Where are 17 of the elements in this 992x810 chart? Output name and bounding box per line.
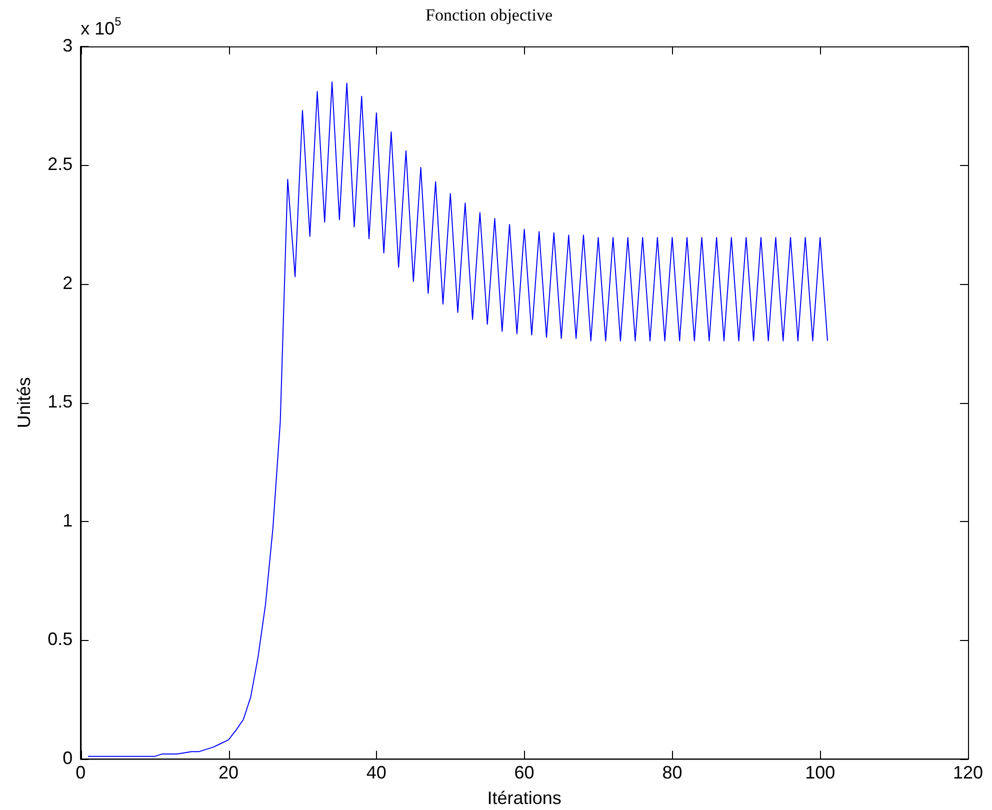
y-axis-title: Unités — [14, 377, 34, 428]
x-tick-label: 120 — [952, 762, 984, 783]
x-tick-label: 0 — [76, 762, 86, 783]
y-tick-label: 2 — [62, 272, 73, 293]
x-tick-label: 100 — [805, 762, 836, 783]
y-tick-label: 0 — [62, 748, 73, 768]
x-tick-label: 40 — [366, 762, 386, 783]
x-tick-label: 60 — [514, 762, 534, 783]
y-tick-label: 0.5 — [48, 629, 73, 650]
y-tick-label: 3 — [62, 35, 73, 56]
y-tick-label: 1.5 — [48, 392, 73, 412]
x-tick-label: 20 — [218, 762, 239, 783]
x-tick-label: 80 — [662, 762, 682, 783]
y-tick-label: 2.5 — [48, 154, 73, 174]
chart-title: Fonction objective — [425, 6, 553, 25]
y-tick-label: 1 — [62, 510, 73, 530]
x-axis-title: Itérations — [487, 788, 562, 808]
